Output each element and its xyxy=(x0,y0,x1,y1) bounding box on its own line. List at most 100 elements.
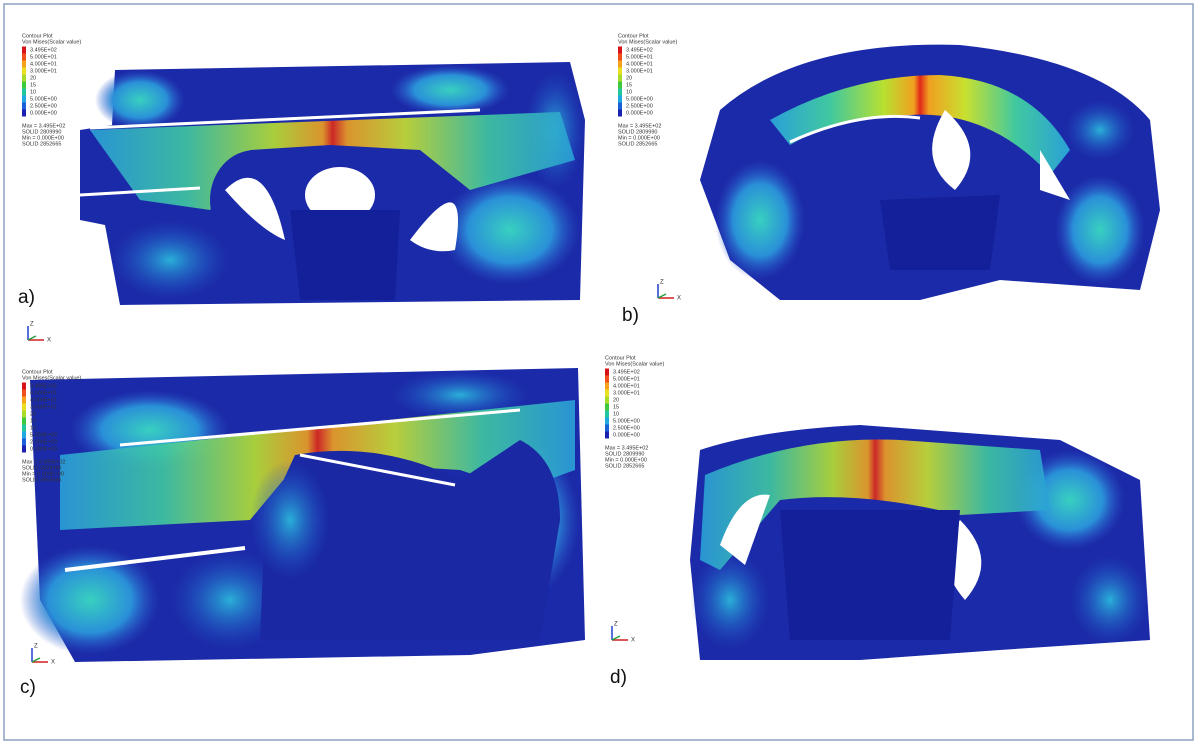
legend-swatch xyxy=(605,424,609,432)
legend-level: 3.495E+02 xyxy=(30,383,57,389)
legend-swatch xyxy=(605,396,609,404)
legend-swatch xyxy=(618,60,622,68)
legend-level: 0.000E+00 xyxy=(30,446,57,452)
legend-title: Contour Plot xyxy=(22,369,53,375)
legend-level: 5.000E+00 xyxy=(613,418,640,424)
legend-title: Contour Plot xyxy=(618,33,649,39)
legend-swatch xyxy=(618,81,622,89)
legend-level: 4.000E+01 xyxy=(30,61,57,67)
legend-level: 20 xyxy=(30,411,36,417)
legend-level: 5.000E+01 xyxy=(30,390,57,396)
panel-label: c) xyxy=(20,677,36,698)
legend-swatch xyxy=(605,375,609,383)
legend-swatch xyxy=(22,102,26,110)
legend-level: 4.000E+01 xyxy=(30,397,57,403)
axis-x-label: X xyxy=(631,638,635,644)
legend-level: 3.000E+01 xyxy=(30,68,57,74)
legend-swatch xyxy=(22,382,26,390)
legend-swatch xyxy=(605,410,609,418)
axis-x-label: X xyxy=(677,296,681,302)
legend-swatch xyxy=(605,389,609,397)
panel-label: a) xyxy=(18,287,35,308)
legend-level: 15 xyxy=(613,404,619,410)
legend-footer: SOLID 2809990 xyxy=(22,129,61,135)
legend-subtitle: Von Mises(Scalar value) xyxy=(22,39,81,45)
legend-footer: SOLID 2809990 xyxy=(605,451,644,457)
legend-footer: SOLID 2852665 xyxy=(605,463,644,469)
axis-z-label: Z xyxy=(614,622,618,628)
legend-swatch xyxy=(605,403,609,411)
legend-subtitle: Von Mises(Scalar value) xyxy=(605,361,664,367)
axis-y xyxy=(657,293,667,299)
frame xyxy=(3,3,1194,741)
legend-level: 15 xyxy=(30,82,36,88)
panel-c-model xyxy=(20,368,585,662)
legend-level: 5.000E+00 xyxy=(30,96,57,102)
legend-level: 20 xyxy=(626,75,632,81)
legend-footer: Min = 0.000E+00 xyxy=(22,471,64,477)
legend-level: 20 xyxy=(30,75,36,81)
axis-z-label: Z xyxy=(34,644,38,650)
legend-footer: SOLID 2852665 xyxy=(22,141,61,147)
legend-level: 5.000E+01 xyxy=(626,54,653,60)
panel-d-model xyxy=(690,425,1150,660)
axis-x-label: X xyxy=(47,338,51,344)
axis-z-label: Z xyxy=(30,322,34,328)
panel-label: d) xyxy=(610,667,627,688)
legend-level: 5.000E+00 xyxy=(626,96,653,102)
legend-footer: SOLID 2809990 xyxy=(618,129,657,135)
legend-subtitle: Von Mises(Scalar value) xyxy=(22,375,81,381)
legend-level: 20 xyxy=(613,397,619,403)
axis-z-label: Z xyxy=(660,280,664,286)
legend-swatch xyxy=(22,95,26,103)
legend-footer: SOLID 2852665 xyxy=(618,141,657,147)
legend-swatch xyxy=(605,417,609,425)
legend-title: Contour Plot xyxy=(605,355,636,361)
legend-swatch xyxy=(22,431,26,439)
legend-title: Contour Plot xyxy=(22,33,53,39)
legend-level: 2.500E+00 xyxy=(30,103,57,109)
legend-level: 4.000E+01 xyxy=(626,61,653,67)
legend-swatch xyxy=(605,431,609,439)
legend-level: 0.000E+00 xyxy=(30,110,57,116)
legend-level: 3.000E+01 xyxy=(30,404,57,410)
legend-swatch xyxy=(22,403,26,411)
legend-footer: Min = 0.000E+00 xyxy=(605,457,647,463)
legend-swatch xyxy=(22,60,26,68)
legend-footer: SOLID 2852665 xyxy=(22,477,61,483)
legend-level: 3.000E+01 xyxy=(626,68,653,74)
legend-footer: Max = 3.495E+02 xyxy=(605,445,648,451)
legend-footer: Min = 0.000E+00 xyxy=(618,135,660,141)
legend-level: 2.500E+00 xyxy=(626,103,653,109)
legend-swatch xyxy=(605,368,609,376)
legend-swatch xyxy=(22,424,26,432)
legend-swatch xyxy=(22,410,26,418)
legend-swatch xyxy=(605,382,609,390)
legend-level: 4.000E+01 xyxy=(613,383,640,389)
axis-x-label: X xyxy=(51,660,55,666)
panel-label: b) xyxy=(622,305,639,326)
panel-a-model xyxy=(79,62,585,305)
legend-swatch xyxy=(618,74,622,82)
legend-swatch xyxy=(22,46,26,54)
legend-swatch xyxy=(618,109,622,117)
legend-swatch xyxy=(22,109,26,117)
legend-level: 15 xyxy=(30,418,36,424)
legend-swatch xyxy=(618,95,622,103)
legend-swatch xyxy=(22,389,26,397)
legend-level: 2.500E+00 xyxy=(30,439,57,445)
legend-level: 5.000E+00 xyxy=(30,432,57,438)
legend-swatch xyxy=(22,445,26,453)
legend-footer: Min = 0.000E+00 xyxy=(22,135,64,141)
axis-y xyxy=(31,657,41,663)
legend-level: 5.000E+01 xyxy=(30,54,57,60)
legend-swatch xyxy=(22,74,26,82)
legend-level: 10 xyxy=(626,89,632,95)
legend-swatch xyxy=(22,67,26,75)
legend-level: 3.000E+01 xyxy=(613,390,640,396)
legend-subtitle: Von Mises(Scalar value) xyxy=(618,39,677,45)
legend-footer: Max = 3.495E+02 xyxy=(22,123,65,129)
legend-swatch xyxy=(22,438,26,446)
legend-level: 15 xyxy=(626,82,632,88)
